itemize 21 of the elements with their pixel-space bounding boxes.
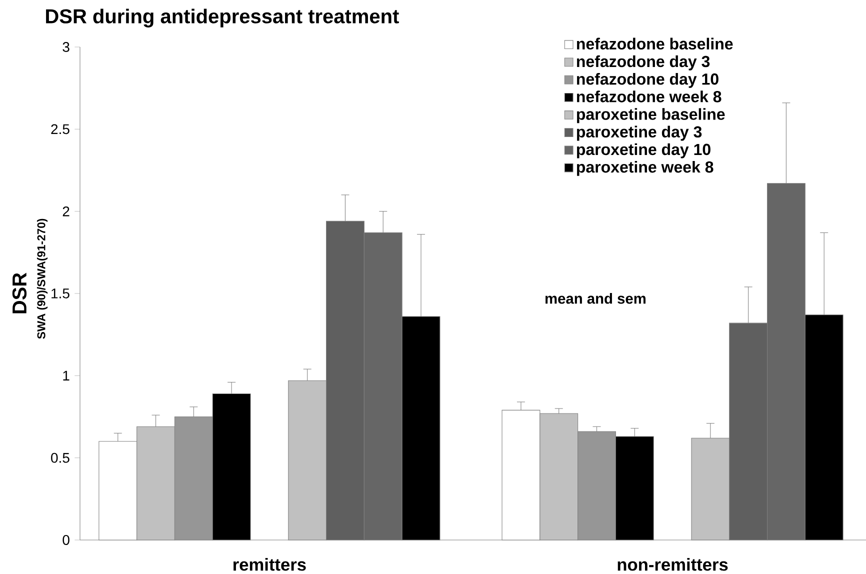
chart-title: DSR during antidepressant treatment	[46, 8, 399, 28]
y-axis-title: DSR	[12, 272, 27, 314]
legend-label: nefazodone day 10	[576, 73, 718, 88]
x-tick-label: remitters	[234, 558, 306, 571]
annotation: mean and sem	[545, 293, 646, 304]
y-tick-label: 3	[62, 42, 70, 52]
text: SWA (90)/SWA(91-270)	[36, 218, 48, 339]
y-tick-label: 2.5	[51, 124, 70, 134]
legend-label: paroxetine baseline	[576, 108, 725, 124]
y-tick-label: 0	[62, 535, 70, 545]
y-tick-label: 1	[63, 370, 70, 380]
legend-label: nefazodone day 3	[576, 55, 710, 70]
legend-label: paroxetine day 3	[576, 126, 702, 141]
legend-label: paroxetine day 10	[576, 143, 710, 158]
y-tick-label: 1.5	[52, 288, 70, 298]
legend-label: paroxetine week 8	[576, 160, 714, 176]
legend-label: nefazodone baseline	[576, 38, 733, 50]
legend-label: nefazodone week 8	[576, 90, 722, 102]
x-tick-label: non-remitters	[618, 558, 728, 571]
y-tick-label: 2	[62, 206, 70, 216]
y-tick-label: 0.5	[51, 452, 70, 463]
